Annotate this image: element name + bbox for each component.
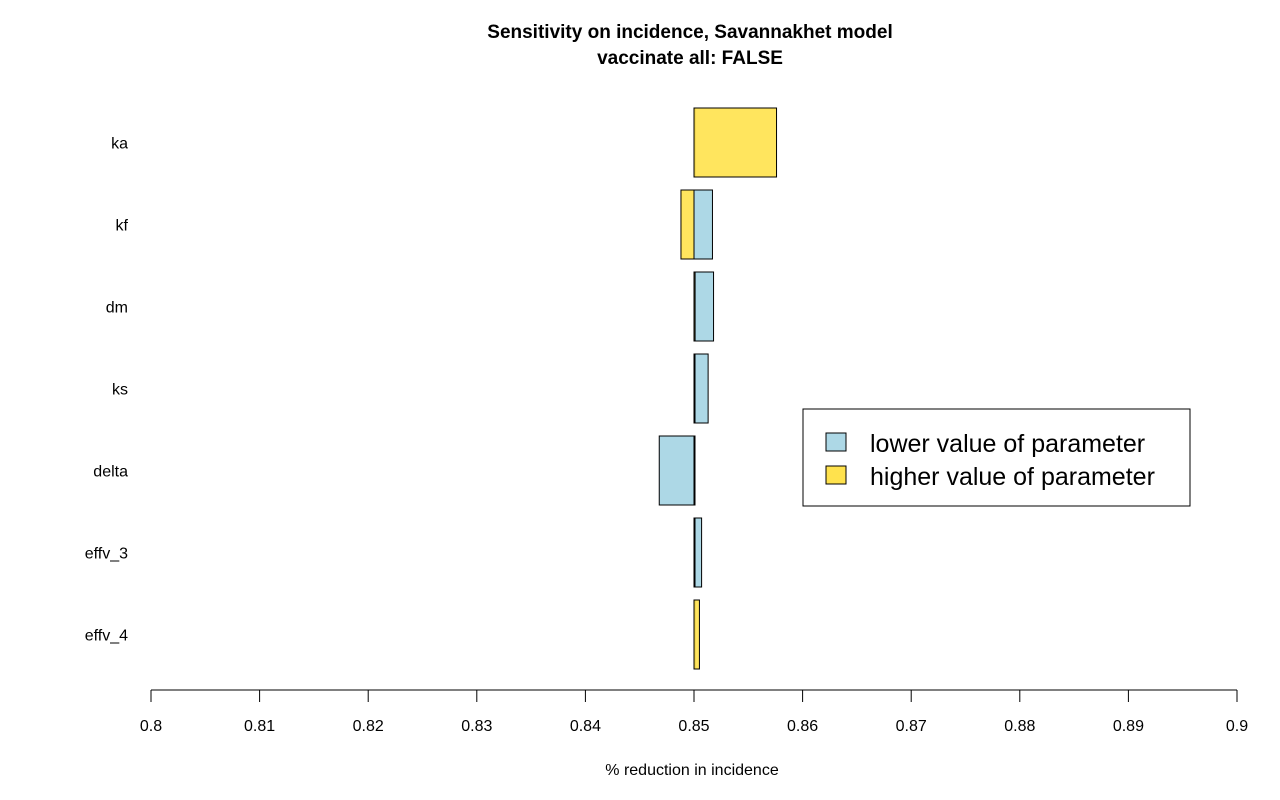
bar-ks-higher [693, 353, 696, 424]
x-tick-label-0.86: 0.86 [787, 718, 818, 735]
bars-group [658, 107, 778, 670]
legend-swatch-lower [825, 432, 847, 452]
bar-ks-lower [693, 353, 709, 424]
chart-subtitle: vaccinate all: FALSE [597, 48, 783, 69]
x-tick-label-0.84: 0.84 [570, 718, 601, 735]
x-tick-label-0.82: 0.82 [353, 718, 384, 735]
x-tick-label-0.88: 0.88 [1004, 718, 1035, 735]
category-label-dm: dm [106, 300, 128, 317]
category-labels: ka kf dm ks delta effv_3 effv_4 [85, 136, 129, 645]
x-axis: 0.8 0.81 0.82 0.83 0.84 0.85 0.86 0.87 0.88 0.89 0… [140, 689, 1248, 735]
x-tick-label-0.87: 0.87 [896, 718, 927, 735]
category-label-delta: delta [93, 464, 128, 481]
legend-box [802, 408, 1191, 507]
x-tick-label-0.89: 0.89 [1113, 718, 1144, 735]
category-label-kf: kf [116, 218, 129, 235]
bar-kf-lower [693, 189, 713, 260]
x-tick-label-0.8: 0.8 [140, 718, 162, 735]
x-tick-label-0.85: 0.85 [678, 718, 709, 735]
legend: lower value of parameter higher value of… [802, 408, 1191, 507]
category-label-ka: ka [111, 136, 128, 153]
bar-effv_3-higher [693, 517, 696, 588]
bar-ka-higher [693, 107, 778, 178]
legend-swatch-higher [825, 465, 847, 485]
legend-label-lower: lower value of parameter [870, 430, 1145, 458]
legend-label-higher: higher value of parameter [870, 463, 1155, 491]
x-tick-label-0.83: 0.83 [461, 718, 492, 735]
bar-dm-higher [693, 271, 696, 342]
bar-dm-lower [693, 271, 715, 342]
bar-delta-lower [658, 435, 695, 506]
chart-title: Sensitivity on incidence, Savannakhet mo… [487, 22, 892, 43]
x-axis-title: % reduction in incidence [605, 762, 779, 779]
bar-delta-higher [693, 435, 696, 506]
bar-effv_4-higher [693, 599, 700, 670]
bar-kf-higher [680, 189, 695, 260]
category-label-effv_3: effv_3 [85, 546, 128, 563]
x-tick-label-0.9: 0.9 [1226, 718, 1248, 735]
category-label-ks: ks [112, 382, 128, 399]
category-label-effv_4: effv_4 [85, 628, 128, 645]
x-tick-label-0.81: 0.81 [244, 718, 275, 735]
